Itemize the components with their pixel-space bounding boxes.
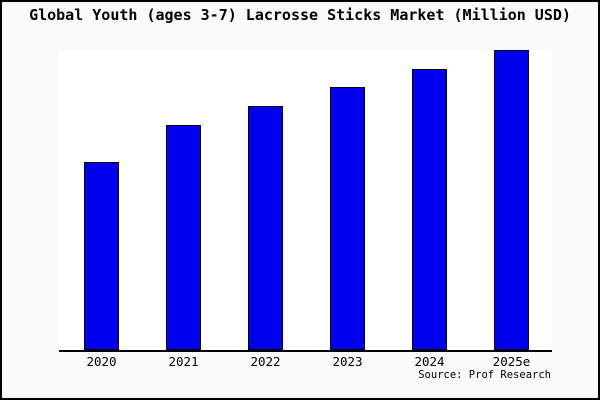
x-tick-label-2020: 2020 <box>86 354 117 369</box>
bar-2022 <box>248 106 283 350</box>
x-tick-label-2021: 2021 <box>168 354 199 369</box>
source-credit: Source: Prof Research <box>418 369 551 381</box>
x-tick-label-2024: 2024 <box>414 354 445 369</box>
bar-2020 <box>84 162 119 350</box>
bar-2024 <box>412 69 447 350</box>
plot-area <box>59 50 551 350</box>
x-axis-line <box>59 350 552 352</box>
x-tick-label-2022: 2022 <box>250 354 281 369</box>
bar-2025e <box>494 50 529 350</box>
bar-2021 <box>166 125 201 350</box>
bar-2023 <box>330 87 365 350</box>
x-tick-label-2025e: 2025e <box>492 354 531 369</box>
x-tick-label-2023: 2023 <box>332 354 363 369</box>
chart-title: Global Youth (ages 3-7) Lacrosse Sticks … <box>29 6 571 24</box>
